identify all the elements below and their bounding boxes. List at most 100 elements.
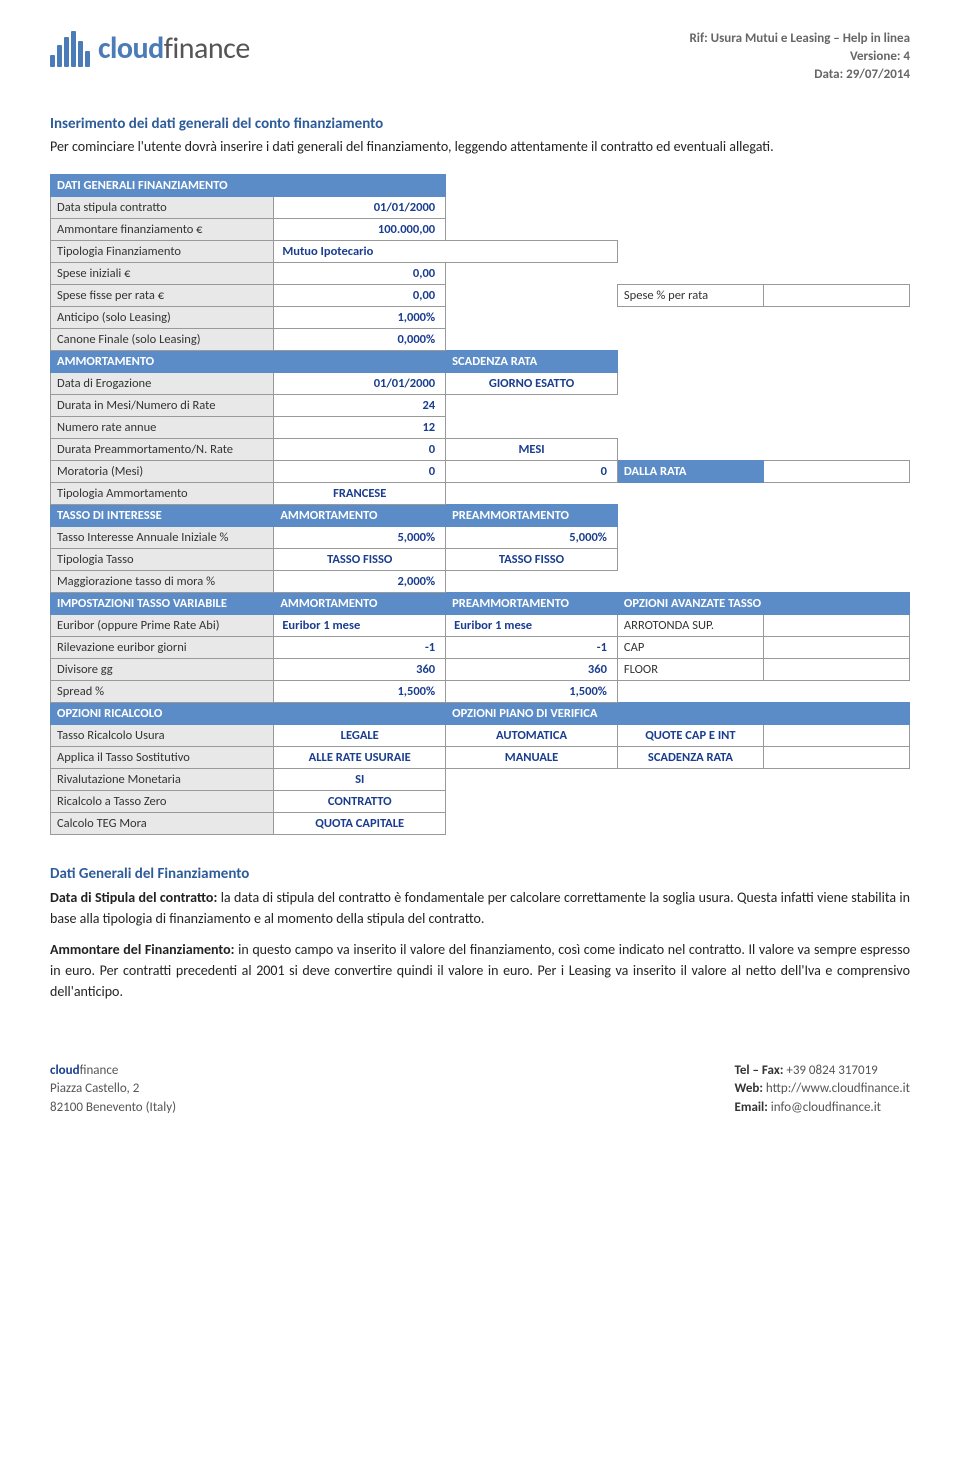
row-value[interactable]: Mutuo Ipotecario [274, 241, 618, 263]
row-extra-label: Spese % per rata [617, 285, 763, 307]
row-value[interactable]: 100.000,00 [274, 219, 446, 241]
row-label: Anticipo (solo Leasing) [51, 307, 274, 329]
footer-left: cloudfinance Piazza Castello, 2 82100 Be… [50, 1062, 176, 1117]
paragraph-2: Ammontare del Finanziamento: in questo c… [50, 939, 910, 1002]
row-label: Durata in Mesi/Numero di Rate [51, 395, 274, 417]
footer-tel: Tel – Fax: +39 0824 317019 [735, 1062, 910, 1080]
row-value[interactable]: SCADENZA RATA [617, 747, 763, 769]
row-label: Applica il Tasso Sostitutivo [51, 747, 274, 769]
row-value[interactable]: MESI [446, 439, 618, 461]
row-value[interactable]: SI [274, 769, 446, 791]
page-footer: cloudfinance Piazza Castello, 2 82100 Be… [50, 1062, 910, 1117]
data-table: DATI GENERALI FINANZIAMENTO Data stipula… [50, 174, 910, 835]
row-value[interactable]: 0 [446, 461, 618, 483]
row-value[interactable]: Euribor 1 mese [446, 615, 618, 637]
section-header: SCADENZA RATA [446, 351, 618, 373]
header-ref: Rif: Usura Mutui e Leasing – Help in lin… [689, 30, 910, 48]
section-header: OPZIONI AVANZATE TASSO [617, 593, 909, 615]
section-header: AMMORTAMENTO [274, 505, 446, 527]
section-header: PREAMMORTAMENTO [446, 505, 618, 527]
row-extra-label: DALLA RATA [617, 461, 763, 483]
row-value[interactable]: 1,500% [274, 681, 446, 703]
row-label: Spese iniziali € [51, 263, 274, 285]
row-label: Ricalcolo a Tasso Zero [51, 791, 274, 813]
row-value[interactable]: 360 [446, 659, 618, 681]
row-label: Ammontare finanziamento € [51, 219, 274, 241]
row-extra-value[interactable] [763, 659, 909, 681]
row-extra-label: ARROTONDA SUP. [617, 615, 763, 637]
row-value[interactable]: CONTRATTO [274, 791, 446, 813]
row-label: Tipologia Finanziamento [51, 241, 274, 263]
row-value[interactable]: 01/01/2000 [274, 197, 446, 219]
row-value[interactable]: 1,000% [274, 307, 446, 329]
row-value[interactable]: LEGALE [274, 725, 446, 747]
row-label: Tasso Interesse Annuale Iniziale % [51, 527, 274, 549]
footer-addr1: Piazza Castello, 2 [50, 1080, 176, 1098]
header-date: Data: 29/07/2014 [689, 66, 910, 84]
row-label: Divisore gg [51, 659, 274, 681]
row-value[interactable]: 24 [274, 395, 446, 417]
row-value[interactable]: Euribor 1 mese [274, 615, 446, 637]
row-value[interactable]: TASSO FISSO [274, 549, 446, 571]
row-value[interactable]: 12 [274, 417, 446, 439]
row-label: Euribor (oppure Prime Rate Abi) [51, 615, 274, 637]
row-extra-value[interactable] [763, 725, 909, 747]
row-label: Canone Finale (solo Leasing) [51, 329, 274, 351]
row-label: Spread % [51, 681, 274, 703]
row-label: Spese fisse per rata € [51, 285, 274, 307]
row-label: Moratoria (Mesi) [51, 461, 274, 483]
row-label: Tasso Ricalcolo Usura [51, 725, 274, 747]
row-value[interactable]: QUOTE CAP E INT [617, 725, 763, 747]
row-value[interactable]: 0,000% [274, 329, 446, 351]
row-value[interactable]: GIORNO ESATTO [446, 373, 618, 395]
row-value[interactable]: -1 [446, 637, 618, 659]
row-extra-value[interactable] [763, 615, 909, 637]
row-value[interactable]: 5,000% [446, 527, 618, 549]
row-label: Numero rate annue [51, 417, 274, 439]
row-value[interactable]: 5,000% [274, 527, 446, 549]
footer-email: Email: info@cloudfinance.it [735, 1099, 910, 1117]
logo: cloudfinance [50, 30, 250, 67]
row-extra-value[interactable] [763, 637, 909, 659]
row-extra-label: CAP [617, 637, 763, 659]
row-value[interactable]: TASSO FISSO [446, 549, 618, 571]
row-label: Calcolo TEG Mora [51, 813, 274, 835]
row-label: Tipologia Tasso [51, 549, 274, 571]
intro-text: Per cominciare l'utente dovrà inserire i… [50, 137, 910, 157]
row-value[interactable]: 0,00 [274, 263, 446, 285]
row-value[interactable]: 0 [274, 461, 446, 483]
row-value[interactable]: 0 [274, 439, 446, 461]
row-extra-value[interactable] [763, 747, 909, 769]
row-value[interactable]: MANUALE [446, 747, 618, 769]
row-value[interactable]: 1,500% [446, 681, 618, 703]
row-value[interactable]: AUTOMATICA [446, 725, 618, 747]
row-value[interactable]: ALLE RATE USURAIE [274, 747, 446, 769]
logo-text: cloudfinance [98, 30, 250, 67]
intro-title: Inserimento dei dati generali del conto … [50, 115, 910, 133]
row-extra-value[interactable] [763, 461, 909, 483]
row-label: Rivalutazione Monetaria [51, 769, 274, 791]
footer-addr2: 82100 Benevento (Italy) [50, 1099, 176, 1117]
row-label: Data stipula contratto [51, 197, 274, 219]
row-label: Data di Erogazione [51, 373, 274, 395]
section-header: PREAMMORTAMENTO [446, 593, 618, 615]
row-value[interactable]: 2,000% [274, 571, 446, 593]
row-extra-value[interactable] [763, 285, 909, 307]
row-value[interactable]: QUOTA CAPITALE [274, 813, 446, 835]
section-header: OPZIONI RICALCOLO [51, 703, 446, 725]
row-value[interactable]: 360 [274, 659, 446, 681]
section-header: OPZIONI PIANO DI VERIFICA [446, 703, 910, 725]
footer-web: Web: http://www.cloudfinance.it [735, 1080, 910, 1098]
footer-right: Tel – Fax: +39 0824 317019 Web: http://w… [735, 1062, 910, 1117]
header-version: Versione: 4 [689, 48, 910, 66]
row-label: Rilevazione euribor giorni [51, 637, 274, 659]
row-value[interactable]: 01/01/2000 [274, 373, 446, 395]
section-header: TASSO DI INTERESSE [51, 505, 274, 527]
row-value[interactable]: FRANCESE [274, 483, 446, 505]
row-value[interactable]: 0,00 [274, 285, 446, 307]
row-label: Durata Preammortamento/N. Rate [51, 439, 274, 461]
sub-title: Dati Generali del Finanziamento [50, 865, 910, 883]
section-header: AMMORTAMENTO [274, 593, 446, 615]
page-header: cloudfinance Rif: Usura Mutui e Leasing … [50, 30, 910, 85]
row-value[interactable]: -1 [274, 637, 446, 659]
